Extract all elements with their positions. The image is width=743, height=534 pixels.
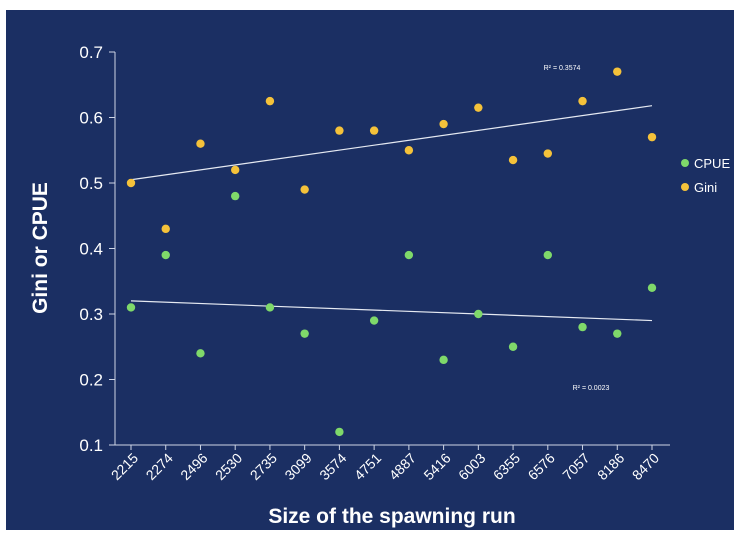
x-tick-label: 6003 [455, 450, 488, 483]
gini-point [126, 178, 136, 188]
gini-point [439, 119, 448, 129]
x-tick-label: 2496 [177, 450, 210, 483]
gini-point [474, 103, 483, 112]
x-tick-label: 5416 [420, 450, 453, 483]
x-tick-label: 8186 [594, 450, 627, 483]
legend-marker-cpue [681, 159, 689, 167]
gini-point [161, 224, 170, 234]
x-tick-label: 2215 [108, 450, 141, 483]
gini-point [508, 155, 518, 165]
cpue-trendline [130, 300, 653, 322]
cpue-point [474, 309, 483, 319]
x-tick-label: 2274 [143, 450, 176, 483]
legend: CPUE Gini [681, 156, 730, 195]
x-tick-label: 7057 [559, 450, 592, 483]
trendlines [130, 105, 653, 322]
cpue-point [439, 355, 448, 365]
cpue-point [404, 250, 414, 260]
y-tick-label: 0.5 [79, 174, 103, 193]
x-tick-label: 4751 [351, 450, 384, 483]
cpue-point [265, 303, 275, 312]
cpue-point [126, 303, 136, 312]
gini-point [369, 126, 379, 135]
r-squared-labels: R² = 0.0023 R² = 0.3574 [544, 65, 610, 392]
cpue-point [543, 250, 552, 260]
x-tick-label: 6576 [525, 450, 558, 483]
gini-point [543, 149, 552, 158]
gini-point [300, 185, 309, 194]
legend-label-gini: Gini [694, 180, 717, 195]
x-tick-label: 4887 [386, 450, 419, 483]
cpue-point [508, 342, 518, 351]
gini-point [231, 165, 240, 175]
legend-label-cpue: CPUE [694, 156, 730, 171]
data-points [126, 67, 657, 437]
cpue-point [613, 329, 622, 338]
x-tick-label: 3574 [316, 450, 349, 483]
y-tick-label: 0.7 [79, 43, 103, 62]
x-axis-title: Size of the spawning run [268, 505, 515, 528]
gini-point [647, 132, 657, 142]
y-tick-label: 0.1 [79, 436, 103, 455]
cpue-point [300, 329, 309, 338]
x-tick-label: 3099 [281, 450, 314, 483]
y-tick-label: 0.3 [79, 305, 103, 324]
y-ticks: 0.1 0.2 0.3 0.4 0.5 0.6 0.7 [79, 43, 115, 455]
x-ticks: 2215 2274 2496 2530 2735 3099 3574 4751 4887 5416… [108, 445, 662, 483]
y-tick-label: 0.2 [79, 371, 103, 390]
gini-point [265, 96, 275, 106]
x-tick-label: 2735 [247, 450, 280, 483]
y-axis-title: Gini or CPUE [29, 182, 52, 314]
gini-point [404, 146, 414, 155]
cpue-point [231, 191, 240, 201]
cpue-point [161, 250, 170, 260]
gini-point [335, 126, 344, 135]
gini-trendline [130, 105, 653, 181]
gini-point [613, 67, 622, 76]
x-tick-label: 6355 [490, 450, 523, 483]
cpue-point [647, 283, 657, 292]
gini-point [196, 139, 205, 148]
y-tick-label: 0.4 [79, 240, 103, 259]
gini-r-squared-label: R² = 0.3574 [544, 65, 581, 72]
x-tick-label: 2530 [212, 450, 245, 483]
y-tick-label: 0.6 [79, 109, 103, 128]
chart-panel [6, 10, 734, 530]
cpue-r-squared-label: R² = 0.0023 [573, 385, 610, 392]
x-tick-label: 8470 [629, 450, 662, 483]
cpue-point [335, 427, 344, 437]
cpue-point [578, 322, 587, 332]
legend-marker-gini [681, 183, 689, 191]
gini-point [578, 96, 587, 106]
cpue-point [196, 349, 205, 358]
cpue-point [369, 316, 379, 325]
